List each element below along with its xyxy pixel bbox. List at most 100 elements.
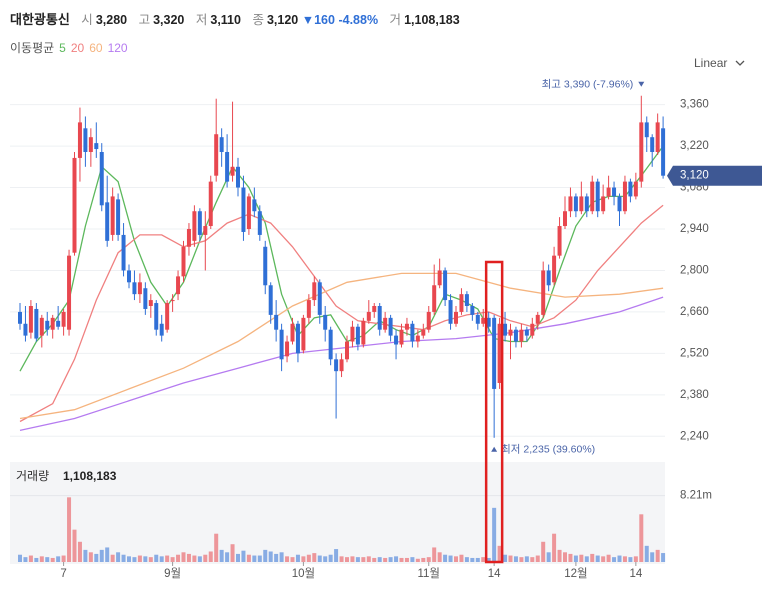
value: 3,280	[95, 13, 128, 27]
volume-bar	[415, 558, 420, 562]
volume-bar	[481, 557, 486, 562]
volume-bar	[486, 557, 491, 562]
candle-body	[475, 314, 480, 324]
volume-bar	[563, 552, 567, 562]
volume-bar	[148, 557, 153, 562]
volume-bar	[230, 544, 235, 562]
value: 3,120	[266, 13, 299, 27]
volume-bar	[377, 557, 382, 562]
volume-bar	[557, 549, 562, 562]
volume-bar	[595, 555, 600, 562]
volume-bar	[492, 507, 497, 562]
volume-bar	[137, 555, 142, 562]
candle-body	[530, 323, 535, 336]
candle-body	[241, 187, 246, 232]
volume-bar	[306, 554, 311, 562]
volume-bar	[513, 556, 518, 562]
candle-body	[432, 285, 437, 312]
volume-bar	[530, 557, 535, 562]
volume-bar	[279, 552, 284, 562]
volume-bar	[639, 514, 644, 562]
volume-bar	[475, 557, 480, 562]
volume-bar	[67, 497, 72, 562]
legend-entry: 5	[59, 41, 66, 55]
volume-bar	[584, 556, 589, 562]
volume-bar	[295, 554, 300, 562]
label: 시	[81, 13, 93, 27]
y-tick-label: 2,660	[680, 306, 709, 318]
candle-body	[312, 282, 317, 301]
candle-body	[404, 323, 409, 330]
volume-bar	[192, 555, 197, 562]
candle-body	[246, 196, 251, 229]
candle-body	[208, 181, 213, 227]
volume-bar	[421, 557, 426, 562]
candle-body	[437, 270, 442, 286]
volume-bar	[225, 552, 230, 562]
candle-body	[552, 255, 557, 283]
candle-body	[350, 326, 355, 342]
volume-bar	[366, 556, 371, 562]
candle-body	[563, 211, 567, 227]
volume-bar	[257, 555, 262, 562]
candle-body	[45, 320, 50, 330]
x-tick-label: 12월	[564, 567, 587, 580]
candle-body	[612, 187, 617, 197]
volume-bar	[350, 556, 355, 562]
y-tick-label: 2,520	[680, 347, 709, 359]
candle-body	[388, 317, 393, 336]
volume-bar	[170, 557, 175, 562]
scale-mode[interactable]: Linear	[694, 56, 745, 70]
volume-bar	[404, 557, 409, 562]
candle-body	[454, 311, 458, 324]
volume-bar	[18, 554, 22, 562]
candle-body	[606, 187, 611, 197]
volume-bar	[503, 554, 508, 562]
candle-body	[143, 288, 148, 309]
volume-bar	[573, 555, 578, 562]
candle-body	[639, 122, 644, 182]
candle-body	[410, 323, 415, 342]
volume-bar	[274, 553, 279, 562]
candle-body	[508, 329, 513, 336]
candle-body	[186, 229, 191, 247]
candle-body	[192, 211, 197, 241]
volume-bar	[312, 553, 317, 562]
candle-body	[339, 359, 344, 372]
candle-body	[334, 359, 339, 372]
volume-bar	[437, 552, 442, 562]
volume-bar	[105, 547, 110, 562]
volume-bar	[339, 556, 344, 562]
candle-body	[263, 246, 268, 286]
volume-bar	[246, 554, 251, 562]
ma-legend: 이동평균 5 20 60 120	[10, 39, 133, 56]
volume-bar	[110, 554, 115, 562]
candle-body	[661, 128, 666, 176]
volume-bar	[459, 554, 464, 562]
volume-bar	[535, 555, 540, 562]
ma-line	[19, 145, 664, 372]
volume-bar	[622, 556, 627, 562]
price-badge	[667, 165, 762, 186]
candle-body	[513, 329, 518, 342]
value: 3,320	[153, 13, 185, 27]
candle-body	[628, 181, 633, 197]
candle-body	[77, 122, 82, 158]
candle-body	[535, 314, 540, 324]
label: 저	[195, 13, 208, 27]
candle-body	[421, 329, 426, 336]
volume-bar	[541, 541, 546, 562]
x-tick-label: 10월	[292, 567, 315, 580]
ma-line	[19, 204, 664, 423]
volume-bar	[519, 557, 524, 562]
chevron	[735, 60, 745, 66]
candle-body	[481, 317, 486, 324]
candle-body	[557, 226, 562, 256]
candle-body	[159, 323, 164, 336]
candle-body	[503, 323, 508, 336]
candle-body	[295, 323, 300, 354]
candle-body	[595, 181, 600, 212]
volume-bar	[655, 549, 660, 562]
candle-body	[443, 270, 448, 301]
